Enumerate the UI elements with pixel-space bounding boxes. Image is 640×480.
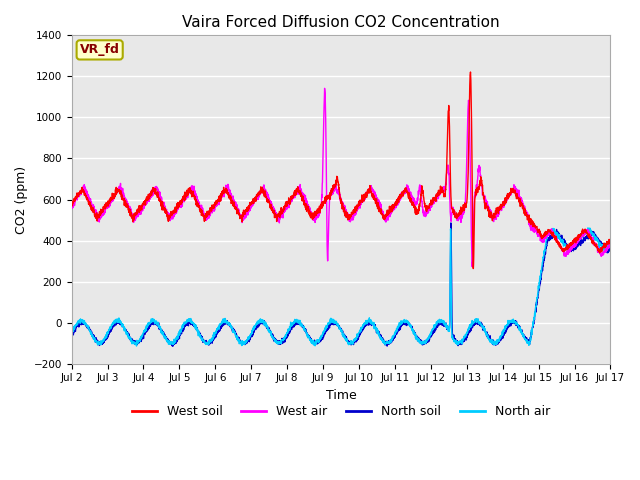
- Text: VR_fd: VR_fd: [80, 43, 120, 56]
- Y-axis label: CO2 (ppm): CO2 (ppm): [15, 166, 28, 234]
- X-axis label: Time: Time: [326, 389, 356, 402]
- Legend: West soil, West air, North soil, North air: West soil, West air, North soil, North a…: [127, 400, 556, 423]
- Title: Vaira Forced Diffusion CO2 Concentration: Vaira Forced Diffusion CO2 Concentration: [182, 15, 500, 30]
